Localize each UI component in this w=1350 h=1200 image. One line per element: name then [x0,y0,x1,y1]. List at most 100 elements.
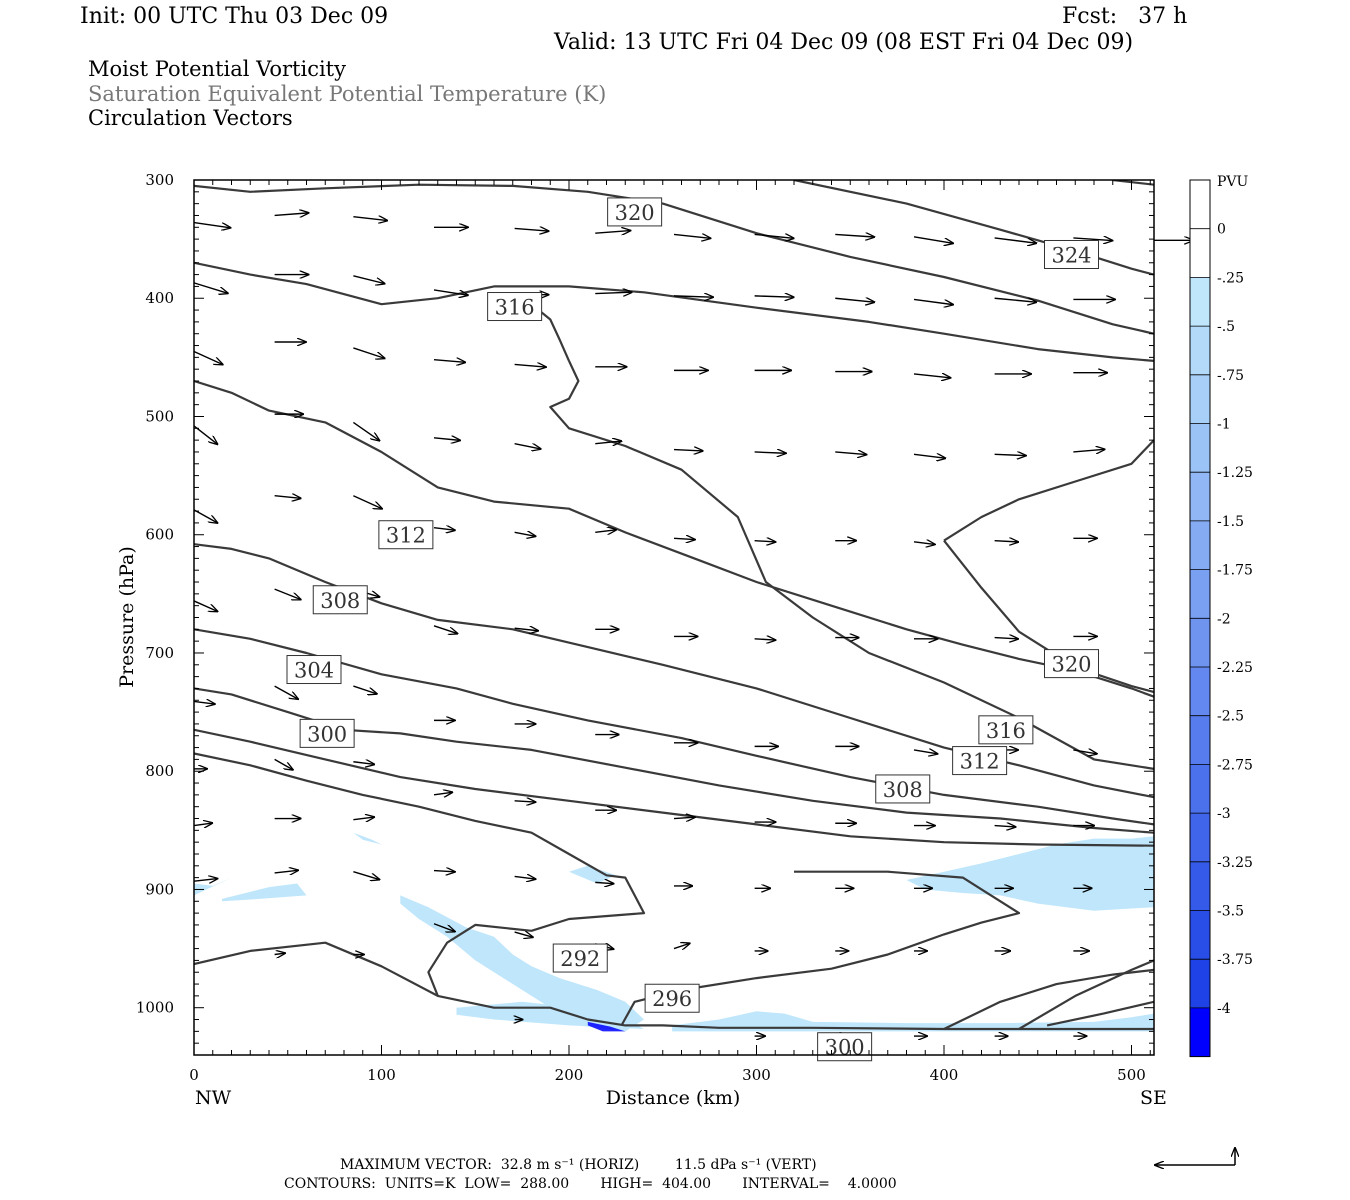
pv-region-2 [353,832,382,845]
colorbar: 0 -.25 -.5 -.75 -1 -1.25 -1.5 -1.75 -2 -2.25 -2.5 -… [1189,179,1253,1058]
vector-28 [433,360,465,363]
vector-84 [1073,750,1096,754]
vector-39 [352,421,379,440]
vector-18 [595,292,631,293]
vector-7 [754,234,794,238]
pv-region-7 [906,836,1154,911]
colorbar-label: -1.5 [1217,514,1244,530]
colorbar-label: -1.75 [1217,563,1253,579]
colorbar-swatch-13 [1190,813,1210,862]
colorbar-swatch-16 [1190,959,1210,1008]
contour-label-text: 316 [495,296,535,320]
contour-line-14 [1046,1000,1154,1027]
vector-34 [913,374,950,378]
colorbar-swatch-8 [1190,569,1210,619]
vector-54 [595,530,616,533]
colorbar-swatch-12 [1190,764,1210,814]
contour-label-text: 320 [615,201,655,225]
contour-label-box [644,983,700,1013]
forecast-hour: Fcst: 37 h [1062,4,1188,29]
colorbar-label: 0 [1217,222,1226,238]
y-axis-title: Pressure (hPa) [116,546,138,688]
vector-65 [514,628,538,631]
contours-note: CONTOURS: UNITS=K LOW= 288.00 HIGH= 404.… [284,1176,897,1192]
vector-15 [353,275,384,284]
vector-88 [433,792,452,795]
pv-region-0 [194,877,232,896]
vector-0 [193,221,230,228]
y-tick-label: 900 [145,880,174,898]
vector-100 [433,871,455,872]
vector-56 [754,541,776,542]
contour-label-8: 316 [978,715,1034,745]
vector-48 [1073,449,1104,452]
contour-line-13 [943,968,1154,1030]
colorbar-swatch-11 [1190,715,1210,765]
init-time: Init: 00 UTC Thu 03 Dec 09 [80,4,389,29]
x-tick-label: 400 [930,1066,959,1084]
x-tick-label: 300 [742,1066,771,1084]
contour-label-box [978,715,1034,745]
contour-label-9: 312 [952,746,1008,776]
colorbar-label: -3 [1217,806,1231,822]
contour-label-11: 292 [552,943,608,973]
vector-53 [514,532,536,536]
contour-label-box [607,197,663,227]
x-tick-label: 500 [1117,1066,1146,1084]
max-vector-note: MAXIMUM VECTOR: 32.8 m s⁻¹ (HORIZ) 11.5 … [340,1157,817,1173]
vector-42 [595,441,621,444]
vector-86 [274,758,293,769]
contour-label-text: 324 [1051,243,1091,267]
vector-68 [754,639,776,640]
x-tick-label: 200 [555,1066,584,1084]
colorbar-swatch-15 [1190,910,1210,960]
vector-51 [353,495,382,509]
contour-line-18 [943,439,1154,542]
contour-label-box [299,718,355,748]
contour-label-box [875,774,931,804]
x-end-left-label: NW [195,1087,232,1109]
colorbar-unit: PVU [1217,174,1249,190]
vector-9 [913,236,953,244]
colorbar-swatch-5 [1190,423,1210,473]
vector-20 [754,296,794,297]
contour-label-box [952,746,1008,776]
x-axis-title: Distance (km) [606,1087,741,1109]
y-tick-label: 1000 [136,999,174,1017]
vector-62 [274,588,301,599]
vector-87 [353,762,374,765]
colorbar-label: -.5 [1217,319,1235,335]
contour-label-box [1044,649,1099,679]
y-tick-label: 300 [145,171,174,189]
vector-46 [913,454,945,458]
colorbar-label: -3.5 [1217,904,1244,920]
vector-44 [754,452,786,453]
vector-37 [193,425,217,444]
vector-102 [595,882,613,883]
x-end-right-label: SE [1140,1087,1167,1109]
vector-113 [514,932,533,937]
contour-label-2: 316 [487,292,543,322]
vector-91 [673,817,695,818]
colorbar-swatch-2 [1190,277,1210,327]
vector-73 [193,701,215,704]
contour-label-text: 292 [560,947,600,971]
colorbar-label: -3.25 [1217,855,1253,871]
contour-label-4: 308 [312,585,368,615]
x-tick-label: 100 [367,1066,396,1084]
contour-line-17 [943,539,1154,694]
vector-49 [193,509,217,523]
colorbar-swatch-17 [1190,1007,1210,1057]
colorbar-swatch-0 [1190,180,1210,229]
vector-25 [193,350,223,364]
reference-vector [1155,1148,1235,1165]
contour-label-box [312,585,368,615]
pv-region-6 [672,1011,1154,1032]
vector-45 [835,452,866,455]
contour-label-3: 312 [378,520,434,550]
contour-label-6: 300 [299,718,355,748]
vector-layer [193,213,1193,1036]
contour-label-0: 320 [607,197,663,227]
vector-109 [193,879,217,882]
